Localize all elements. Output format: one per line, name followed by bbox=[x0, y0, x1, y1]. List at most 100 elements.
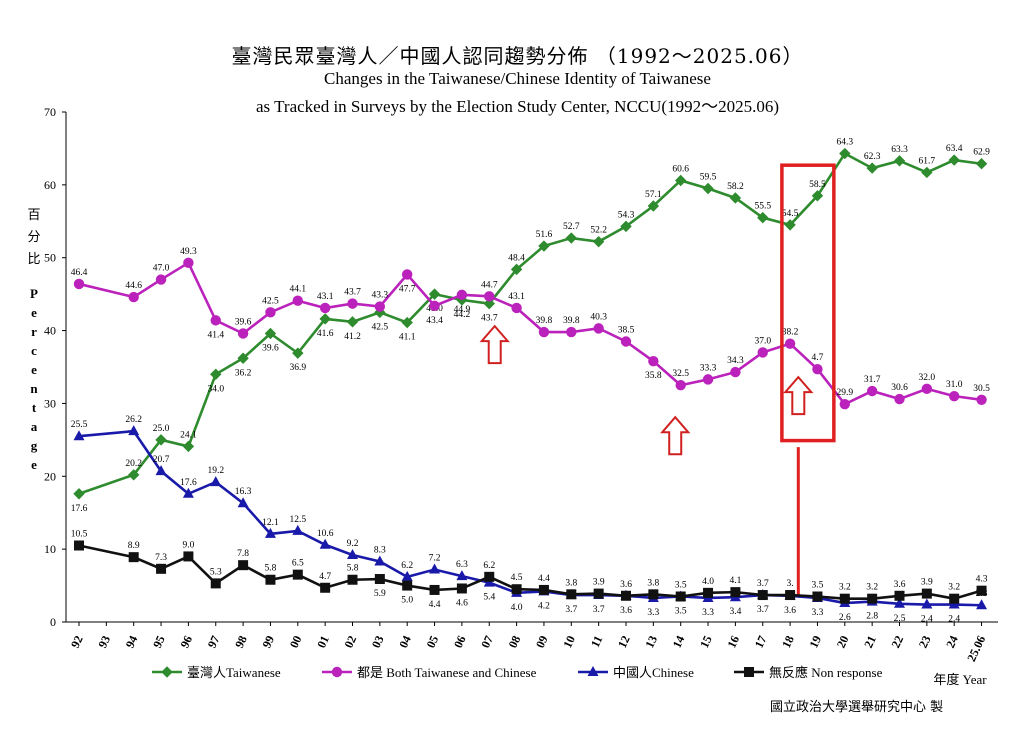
data-label-both: 29.9 bbox=[836, 388, 853, 398]
data-point-taiwanese bbox=[127, 469, 140, 481]
x-tick-label: 18 bbox=[779, 633, 797, 650]
data-label-chinese: 2.5 bbox=[894, 614, 906, 624]
data-point-non_response bbox=[894, 590, 905, 601]
x-tick-label: 03 bbox=[369, 633, 387, 650]
data-label-chinese: 5.4 bbox=[483, 593, 495, 603]
data-label-both: 30.5 bbox=[973, 384, 990, 394]
data-label-non_response: 4.0 bbox=[702, 577, 714, 587]
data-point-taiwanese bbox=[483, 297, 495, 310]
x-tick-label: 11 bbox=[588, 633, 605, 649]
y-axis-title-zh-char: 比 bbox=[27, 251, 40, 266]
data-point-both bbox=[128, 291, 139, 303]
annotation-up-arrow bbox=[783, 375, 814, 416]
y-axis-title-en-char: e bbox=[31, 457, 37, 472]
data-label-chinese: 17.6 bbox=[180, 478, 197, 488]
data-point-non_response bbox=[183, 551, 194, 562]
data-label-both: 41.4 bbox=[207, 330, 224, 340]
chart-title-en-line2: as Tracked in Surveys by the Election St… bbox=[256, 97, 779, 116]
y-axis-title-en-char: a bbox=[31, 419, 38, 434]
y-axis-title-en-char: c bbox=[31, 343, 37, 358]
x-tick-label: 12 bbox=[615, 633, 633, 650]
data-point-both bbox=[839, 398, 850, 410]
data-point-both bbox=[402, 269, 413, 280]
data-label-chinese: 3.3 bbox=[812, 608, 824, 618]
data-label-taiwanese: 24.1 bbox=[180, 430, 197, 440]
data-point-taiwanese bbox=[757, 211, 769, 224]
y-axis-title-zh-char: 百 bbox=[27, 207, 40, 222]
data-point-taiwanese bbox=[401, 316, 413, 329]
data-point-non_response bbox=[703, 587, 714, 598]
data-point-both bbox=[265, 307, 276, 318]
data-label-non_response: 5.3 bbox=[210, 567, 222, 577]
data-label-both: 43.3 bbox=[372, 291, 389, 301]
data-point-chinese bbox=[894, 597, 905, 608]
data-label-non_response: 8.9 bbox=[128, 541, 140, 551]
data-point-both bbox=[210, 315, 221, 326]
data-label-both: 37.0 bbox=[754, 336, 771, 346]
data-label-both: 47.0 bbox=[153, 264, 170, 274]
data-point-both bbox=[183, 257, 194, 269]
data-point-taiwanese bbox=[647, 200, 660, 212]
x-tick-label: 00 bbox=[287, 633, 305, 650]
data-point-taiwanese bbox=[839, 147, 851, 160]
data-point-both bbox=[949, 390, 960, 402]
data-point-non_response bbox=[867, 593, 878, 604]
data-label-non_response: 3.6 bbox=[620, 580, 632, 590]
data-label-chinese: 9.2 bbox=[347, 539, 359, 549]
data-label-non_response: 3.8 bbox=[565, 578, 577, 588]
data-point-taiwanese bbox=[210, 368, 222, 380]
data-label-non_response: 7.3 bbox=[155, 553, 167, 563]
data-label-non_response: 5.8 bbox=[265, 564, 277, 574]
data-point-taiwanese bbox=[592, 235, 605, 248]
x-tick-label: 21 bbox=[861, 633, 879, 650]
data-label-chinese: 16.3 bbox=[235, 487, 252, 497]
x-tick-label: 95 bbox=[150, 633, 168, 650]
data-point-non_response bbox=[785, 590, 796, 601]
x-tick-label: 94 bbox=[123, 633, 141, 650]
data-point-both bbox=[484, 291, 495, 302]
data-point-both bbox=[648, 355, 659, 367]
data-label-non_response: 3.5 bbox=[675, 581, 687, 591]
data-point-non_response bbox=[621, 590, 631, 601]
data-point-non_response bbox=[949, 593, 960, 604]
y-axis-title-en-char: t bbox=[32, 400, 37, 415]
y-tick-label: 40 bbox=[44, 324, 56, 338]
data-point-both bbox=[538, 326, 550, 338]
data-point-taiwanese bbox=[674, 174, 687, 187]
data-label-non_response: 4.7 bbox=[319, 572, 331, 582]
data-label-taiwanese: 59.5 bbox=[700, 173, 717, 183]
data-label-non_response: 4.4 bbox=[429, 600, 441, 610]
data-label-taiwanese: 36.2 bbox=[235, 368, 252, 378]
x-tick-label: 16 bbox=[724, 633, 742, 650]
x-tick-label: 17 bbox=[752, 633, 770, 650]
data-point-taiwanese bbox=[155, 434, 167, 446]
data-point-both bbox=[155, 274, 167, 285]
legend-marker-both bbox=[331, 666, 343, 678]
data-point-both bbox=[292, 295, 303, 306]
data-label-non_response: 6.5 bbox=[292, 559, 304, 569]
data-point-both bbox=[675, 380, 686, 391]
data-label-taiwanese: 64.3 bbox=[836, 138, 853, 148]
data-point-non_response bbox=[128, 552, 139, 563]
data-point-taiwanese bbox=[921, 166, 933, 179]
data-point-non_response bbox=[675, 591, 686, 602]
data-label-taiwanese: 54.3 bbox=[618, 210, 635, 220]
data-point-both bbox=[812, 363, 823, 375]
data-label-both: 43.1 bbox=[317, 292, 334, 302]
data-point-chinese bbox=[73, 430, 85, 441]
data-point-chinese bbox=[182, 487, 194, 498]
data-point-both bbox=[319, 302, 331, 314]
data-label-chinese: 2.4 bbox=[921, 615, 933, 625]
data-label-both: 35.8 bbox=[645, 371, 662, 381]
data-point-chinese bbox=[237, 497, 249, 508]
data-label-non_response: 9.0 bbox=[182, 540, 194, 550]
data-label-both: 32.0 bbox=[919, 373, 936, 383]
chart-title-zh: 臺灣民眾臺灣人／中國人認同趨勢分佈 （1992～2025.06） bbox=[231, 44, 804, 68]
data-point-both bbox=[976, 394, 987, 405]
data-point-non_response bbox=[757, 590, 768, 601]
data-label-taiwanese: 39.6 bbox=[262, 343, 279, 353]
data-label-taiwanese: 43.7 bbox=[481, 314, 498, 324]
data-label-both: 32.5 bbox=[672, 369, 689, 379]
y-tick-label: 60 bbox=[44, 178, 56, 192]
